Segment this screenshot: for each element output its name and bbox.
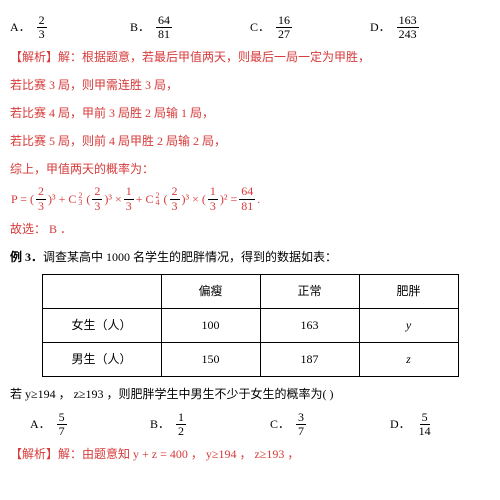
q2-choice-d: D． 514 bbox=[390, 411, 500, 438]
q2-choice-c: C． 37 bbox=[270, 411, 390, 438]
fraction: 12 bbox=[176, 411, 186, 438]
analysis-text: 解：由题意知 y + z = 400 ， y≥194 ， z≥193 ， bbox=[58, 447, 299, 461]
choice-label: A． bbox=[30, 413, 51, 436]
analysis-text: 解：根据题意，若最后甲值两天，则最后一局一定为甲胜， bbox=[58, 50, 370, 64]
q1-choice-c: C． 1627 bbox=[250, 14, 370, 41]
q2-label: 例 3． bbox=[10, 250, 43, 264]
choice-label: A． bbox=[10, 16, 31, 39]
choice-label: C． bbox=[270, 413, 290, 436]
table-cell: 100 bbox=[161, 309, 260, 343]
q2-choice-a: A． 57 bbox=[30, 411, 150, 438]
table-cell: 女生（人） bbox=[42, 309, 161, 343]
q2-table: 偏瘦 正常 肥胖 女生（人） 100 163 y 男生（人） 150 187 z bbox=[42, 274, 459, 376]
fraction: 23 bbox=[37, 14, 47, 41]
q2-choice-b: B． 12 bbox=[150, 411, 270, 438]
fraction: 163243 bbox=[397, 14, 419, 41]
choice-label: B． bbox=[150, 413, 170, 436]
fraction: 6481 bbox=[156, 14, 172, 41]
table-cell bbox=[42, 275, 161, 309]
table-cell: 男生（人） bbox=[42, 342, 161, 376]
q1-analysis-line-2: 若比赛 4 局，甲前 3 局胜 2 局输 1 局， bbox=[10, 102, 490, 125]
table-cell: 偏瘦 bbox=[161, 275, 260, 309]
choice-label: C． bbox=[250, 16, 270, 39]
q2-stem: 例 3．调查某高中 1000 名学生的肥胖情况，得到的数据如表： bbox=[10, 246, 490, 269]
q2-condition: 若 y≥194 ， z≥193 ，则肥胖学生中男生不少于女生的概率为( ) bbox=[10, 383, 490, 406]
table-cell: 正常 bbox=[260, 275, 359, 309]
table-row: 偏瘦 正常 肥胖 bbox=[42, 275, 458, 309]
table-row: 女生（人） 100 163 y bbox=[42, 309, 458, 343]
q1-formula: P = ( 23 )³ + C23 ( 23 )³ × 13 + C24 ( 2… bbox=[10, 185, 490, 212]
q1-choice-d: D． 163243 bbox=[370, 14, 490, 41]
table-cell: 150 bbox=[161, 342, 260, 376]
table-cell: 163 bbox=[260, 309, 359, 343]
table-cell: y bbox=[359, 309, 458, 343]
fraction: 37 bbox=[296, 411, 306, 438]
table-cell: z bbox=[359, 342, 458, 376]
table-row: 男生（人） 150 187 z bbox=[42, 342, 458, 376]
fraction: 57 bbox=[57, 411, 67, 438]
table-cell: 187 bbox=[260, 342, 359, 376]
choice-label: B． bbox=[130, 16, 150, 39]
q1-analysis-line-1: 若比赛 3 局，则甲需连胜 3 局， bbox=[10, 74, 490, 97]
q2-choices: A． 57 B． 12 C． 37 D． 514 bbox=[10, 411, 500, 438]
q1-choices: A． 23 B． 6481 C． 1627 D． 163243 bbox=[10, 14, 490, 41]
fraction: 514 bbox=[417, 411, 433, 438]
q1-answer: 故选： B ． bbox=[10, 218, 490, 241]
analysis-label: 【解析】 bbox=[10, 447, 58, 461]
q2-analysis: 【解析】解：由题意知 y + z = 400 ， y≥194 ， z≥193 ， bbox=[10, 443, 490, 466]
q2-stem-text: 调查某高中 1000 名学生的肥胖情况，得到的数据如表： bbox=[43, 250, 337, 264]
q1-analysis-line-0: 【解析】解：根据题意，若最后甲值两天，则最后一局一定为甲胜， bbox=[10, 46, 490, 69]
fraction: 1627 bbox=[276, 14, 292, 41]
q1-choice-b: B． 6481 bbox=[130, 14, 250, 41]
q1-analysis-line-4: 综上，甲值两天的概率为： bbox=[10, 158, 490, 181]
choice-label: D． bbox=[370, 16, 391, 39]
choice-label: D． bbox=[390, 413, 411, 436]
q1-analysis-line-3: 若比赛 5 局，则前 4 局甲胜 2 局输 2 局， bbox=[10, 130, 490, 153]
q1-choice-a: A． 23 bbox=[10, 14, 130, 41]
table-cell: 肥胖 bbox=[359, 275, 458, 309]
analysis-label: 【解析】 bbox=[10, 50, 58, 64]
